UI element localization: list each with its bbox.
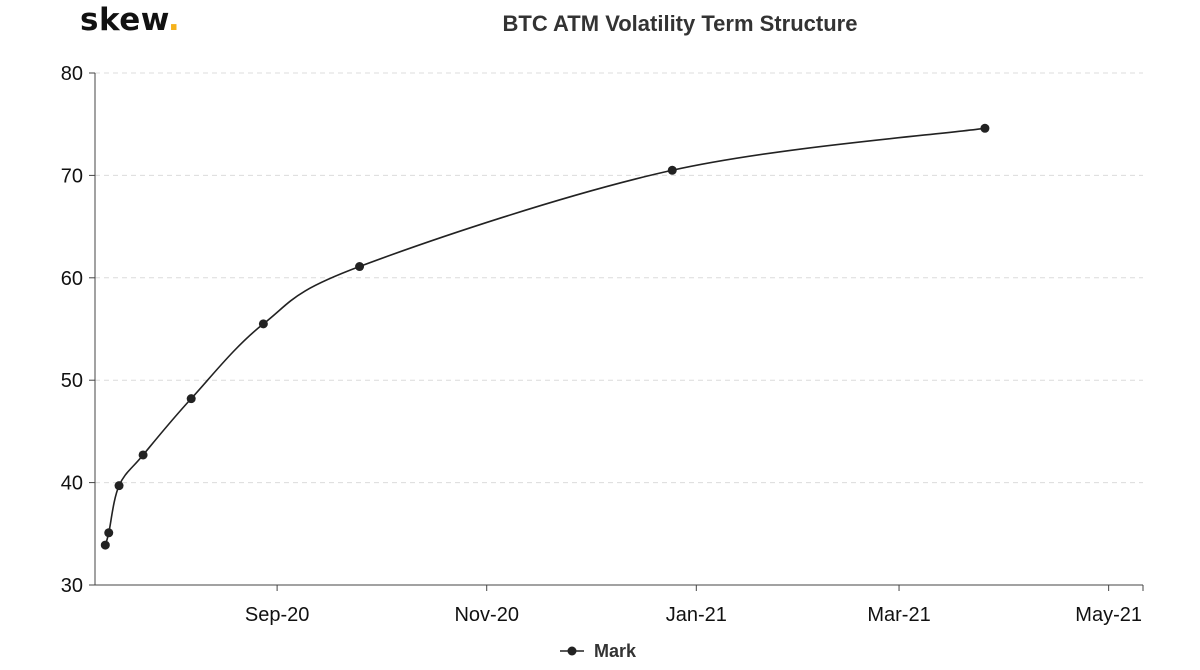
data-point-2020-09-25[interactable]: [355, 262, 365, 272]
data-point-2020-07-17[interactable]: [114, 481, 124, 491]
y-tick-label-60: 60: [61, 268, 83, 290]
data-point-2020-07-24[interactable]: [138, 450, 148, 460]
data-point-2020-07-13[interactable]: [100, 540, 110, 550]
x-tick-label-Jan-21: Jan-21: [666, 604, 727, 626]
y-axis-ticks: 30 40 50 60 70 80: [61, 63, 95, 597]
grid-lines: [95, 72, 1143, 484]
skew-logo: skew.: [80, 2, 180, 38]
series-layer: [100, 123, 990, 550]
y-tick-label-70: 70: [61, 165, 83, 187]
y-tick-label-80: 80: [61, 63, 83, 85]
x-tick-label-Mar-21: Mar-21: [867, 604, 930, 626]
legend[interactable]: Mark: [560, 641, 637, 661]
data-point-2020-07-14[interactable]: [104, 528, 114, 538]
legend-marker-icon: [567, 646, 577, 656]
y-tick-label-40: 40: [61, 473, 83, 495]
legend-label-mark[interactable]: Mark: [594, 641, 637, 661]
data-point-2020-08-07[interactable]: [186, 394, 196, 404]
y-tick-label-50: 50: [61, 370, 83, 392]
data-point-2021-03-26[interactable]: [980, 123, 990, 133]
axes: [94, 73, 1144, 591]
x-tick-label-May-21: May-21: [1075, 604, 1142, 626]
x-axis-ticks: Sep-20 Nov-20 Jan-21 Mar-21 May-21: [245, 585, 1142, 626]
chart-title: BTC ATM Volatility Term Structure: [502, 11, 858, 36]
x-tick-label-Nov-20: Nov-20: [454, 604, 518, 626]
data-point-2020-08-28[interactable]: [258, 319, 268, 329]
logo-text: skew: [80, 2, 168, 38]
data-point-2020-12-25[interactable]: [667, 165, 677, 175]
y-tick-label-30: 30: [61, 575, 83, 597]
logo-dot: .: [167, 2, 181, 38]
x-tick-label-Sep-20: Sep-20: [245, 604, 310, 626]
